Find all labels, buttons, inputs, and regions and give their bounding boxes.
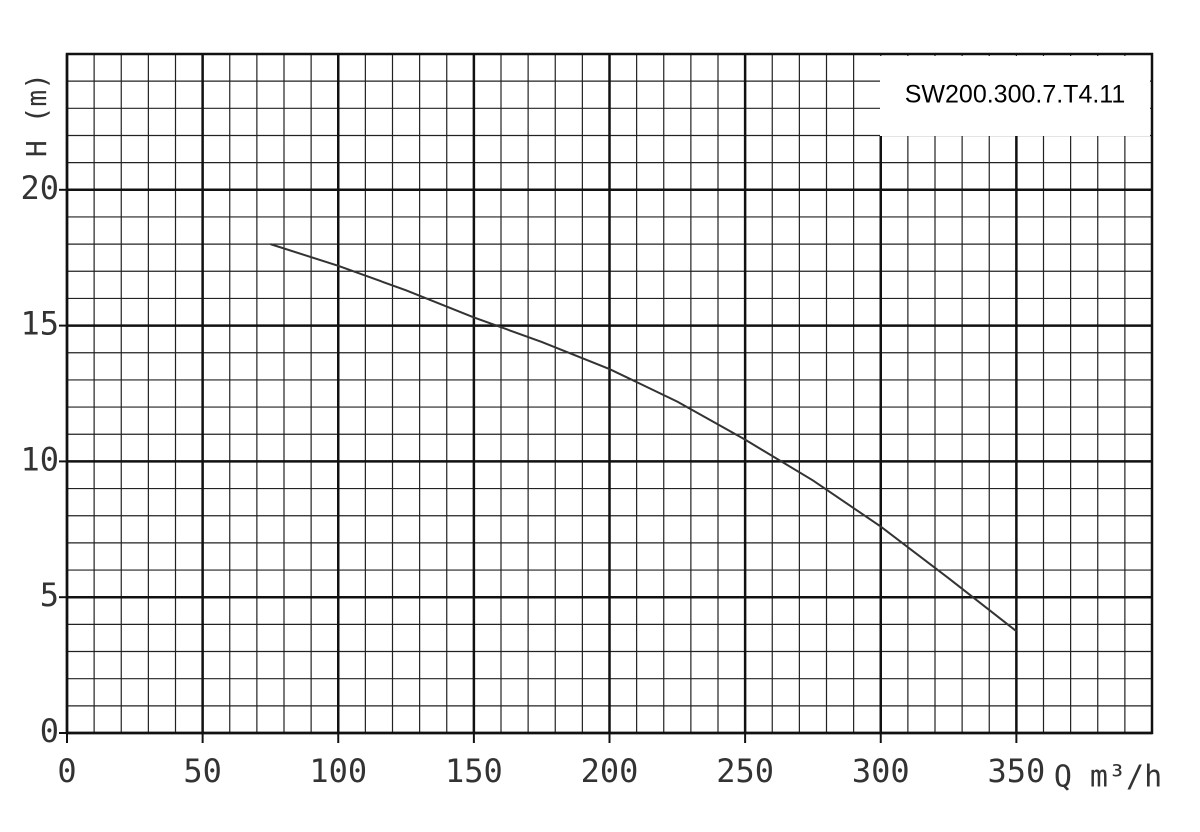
annotation: SW200.300.7.T4.11 [905,81,1126,109]
y-tick-label: 0 [40,712,59,750]
x-tick-label: 300 [852,752,910,790]
x-tick-label: 150 [445,752,503,790]
x-tick-label: 200 [581,752,639,790]
y-tick-label: 10 [20,440,59,478]
x-tick-label: 250 [716,752,774,790]
x-tick-label: 0 [57,752,76,790]
curve [270,243,1017,632]
x-tick-label: 350 [987,752,1045,790]
y-tick-label: 15 [20,305,59,343]
annotation-box [880,56,1150,136]
plot-border [65,52,1154,735]
x-axis-label: Q m³/h [1054,760,1162,795]
y-tick-label: 20 [20,169,59,207]
x-tick-label: 50 [183,752,222,790]
y-tick-label: 5 [40,576,59,614]
x-tick-label: 100 [309,752,367,790]
y-axis-label: H (m) [20,73,53,157]
